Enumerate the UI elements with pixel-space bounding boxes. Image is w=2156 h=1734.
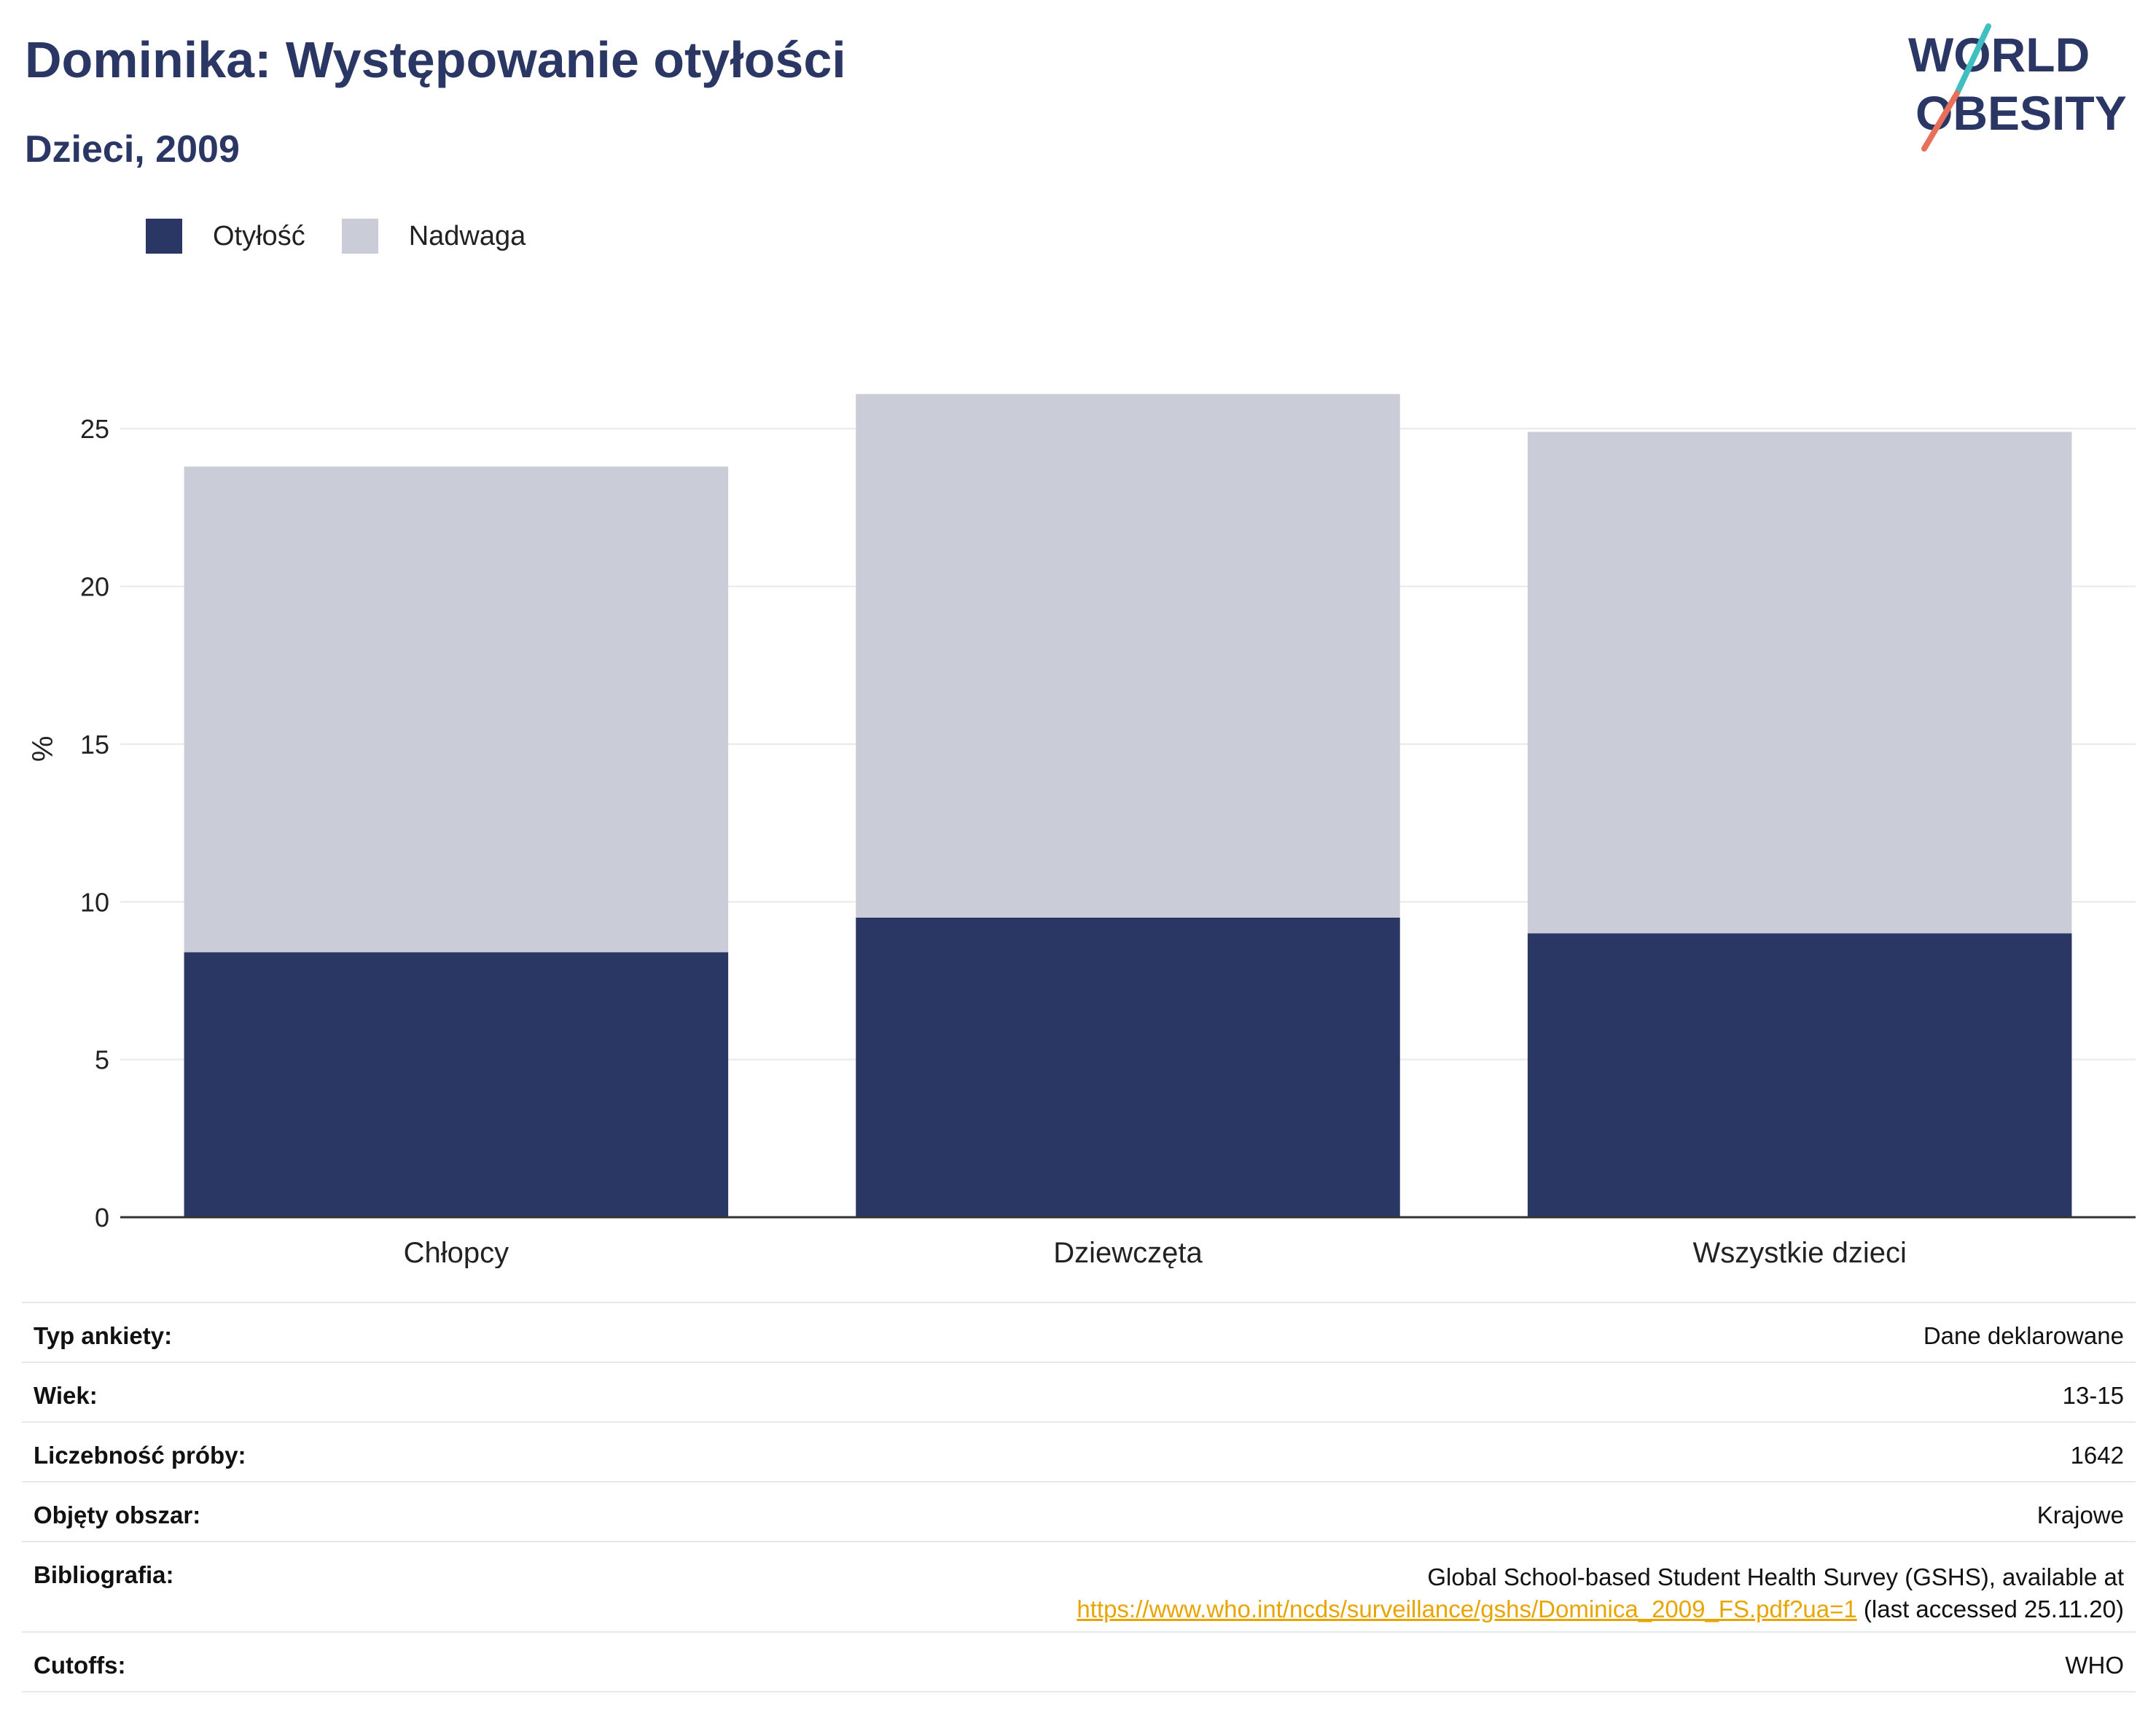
info-label-cutoffs: Cutoffs:	[22, 1631, 404, 1692]
legend-label-obesity: Otyłość	[213, 220, 305, 251]
logo-slash-teal	[1954, 23, 1991, 96]
legend-swatch-overweight	[341, 219, 378, 254]
info-label-bibliography: Bibliografia:	[22, 1541, 404, 1632]
stacked-bar-chart: 0 5 10 15 20 25% Chłopcy Dziewczęta Wszystkie dz…	[27, 394, 2136, 1268]
logo-line2: OBESITY	[1915, 86, 2127, 140]
legend-item-overweight[interactable]: Nadwaga	[341, 219, 526, 254]
bar-obesity	[1527, 933, 2072, 1217]
logo-line1: WORLD	[1908, 28, 2090, 82]
info-label-area: Objęty obszar:	[22, 1481, 404, 1542]
bar-overweight	[1527, 431, 2072, 934]
info-row-survey-type: Typ ankiety: Dane deklarowane	[22, 1302, 2136, 1362]
info-label-survey-type: Typ ankiety:	[22, 1302, 404, 1362]
info-value-area: Krajowe	[403, 1481, 2136, 1542]
bibliography-link[interactable]: https://www.who.int/ncds/surveillance/gs…	[1077, 1596, 1857, 1622]
x-tick-label: Dziewczęta	[1053, 1237, 1203, 1268]
info-value-survey-type: Dane deklarowane	[403, 1302, 2136, 1362]
x-tick-label: Wszystkie dzieci	[1692, 1237, 1906, 1268]
y-tick-label: 20	[80, 572, 109, 602]
bar-overweight	[856, 394, 1400, 918]
legend-swatch-obesity	[146, 219, 182, 254]
x-tick-label: Chłopcy	[404, 1237, 509, 1268]
y-tick-label: 25	[80, 414, 109, 444]
y-tick-label: 0	[95, 1203, 109, 1233]
info-row-area: Objęty obszar: Krajowe	[22, 1481, 2136, 1542]
legend-item-obesity[interactable]: Otyłość	[146, 219, 305, 254]
bibliography-suffix: (last accessed 25.11.20)	[1863, 1596, 2124, 1622]
info-value-sample: 1642	[403, 1421, 2136, 1482]
y-tick-label: 5	[95, 1045, 109, 1075]
info-row-age: Wiek: 13-15	[22, 1362, 2136, 1422]
chart-legend: Otyłość Nadwaga	[146, 219, 562, 254]
y-tick-label: 10	[80, 887, 109, 917]
logo-slash-coral	[1921, 90, 1960, 152]
y-axis-label: %	[27, 736, 59, 762]
page-subtitle: Dzieci, 2009	[25, 128, 240, 171]
y-tick-label: 15	[80, 730, 109, 759]
legend-label-overweight: Nadwaga	[408, 220, 526, 251]
bar-obesity	[184, 952, 729, 1217]
bar-obesity	[856, 917, 1400, 1217]
info-row-sample: Liczebność próby: 1642	[22, 1421, 2136, 1482]
bar-overweight	[184, 466, 729, 953]
info-label-sample: Liczebność próby:	[22, 1421, 404, 1482]
info-label-age: Wiek:	[22, 1362, 404, 1422]
bibliography-text: Global School-based Student Health Surve…	[1427, 1563, 2124, 1590]
info-row-cutoffs: Cutoffs: WHO	[22, 1631, 2136, 1692]
info-value-cutoffs: WHO	[403, 1631, 2136, 1692]
world-obesity-logo: WORLD OBESITY	[1908, 23, 2127, 152]
info-table: Typ ankiety: Dane deklarowane Wiek: 13-1…	[22, 1302, 2136, 1692]
info-value-bibliography: Global School-based Student Health Surve…	[403, 1541, 2136, 1632]
page-title: Dominika: Występowanie otyłości	[25, 31, 846, 88]
info-value-age: 13-15	[403, 1362, 2136, 1422]
info-row-bibliography: Bibliografia: Global School-based Studen…	[22, 1541, 2136, 1632]
